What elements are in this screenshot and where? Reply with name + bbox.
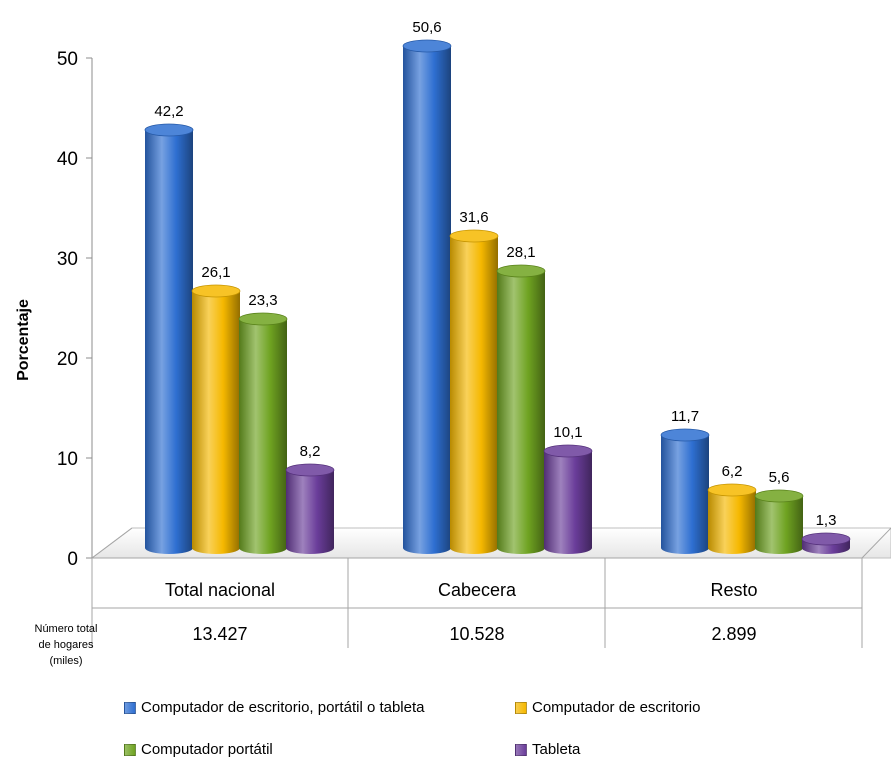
x-category-label: Total nacional — [165, 580, 275, 600]
data-label: 23,3 — [248, 292, 277, 309]
y-tick-label: 30 — [57, 249, 78, 270]
bar — [801, 532, 851, 554]
data-label: 11,7 — [671, 408, 699, 425]
x-category-label: Cabecera — [438, 580, 517, 600]
table-row-label: (miles) — [50, 655, 83, 667]
data-label: 6,2 — [722, 463, 743, 480]
data-label: 10,1 — [553, 424, 582, 441]
bar — [660, 428, 710, 554]
data-label: 50,6 — [412, 19, 441, 36]
bar — [402, 39, 452, 554]
y-tick-label: 40 — [57, 149, 78, 170]
floor-edge — [91, 527, 133, 559]
table-value: 13.427 — [192, 624, 247, 644]
bar — [754, 489, 804, 554]
bar — [191, 284, 241, 554]
table-row-label: de hogares — [38, 639, 94, 651]
x-category-label: Resto — [710, 580, 757, 600]
data-label: 26,1 — [201, 264, 230, 281]
y-axis-title: Porcentaje — [15, 299, 32, 381]
data-label: 8,2 — [300, 443, 321, 460]
table-value: 2.899 — [711, 624, 756, 644]
data-label: 42,2 — [154, 103, 183, 120]
data-label: 31,6 — [459, 209, 488, 226]
bar — [238, 312, 288, 554]
bar — [707, 483, 757, 554]
table-row-label: Número total — [35, 623, 98, 635]
data-label: 28,1 — [506, 244, 535, 261]
bar — [144, 123, 194, 554]
table-value: 10.528 — [449, 624, 504, 644]
y-tick-label: 0 — [67, 549, 78, 570]
data-label: 1,3 — [816, 512, 837, 529]
y-tick-label: 10 — [57, 449, 78, 470]
y-tick-label: 50 — [57, 49, 78, 70]
data-label: 5,6 — [769, 469, 790, 486]
bar — [449, 229, 499, 554]
bar — [543, 444, 593, 554]
bar — [285, 463, 335, 554]
floor-edge — [861, 527, 891, 559]
bar — [496, 264, 546, 554]
y-tick-label: 20 — [57, 349, 78, 370]
